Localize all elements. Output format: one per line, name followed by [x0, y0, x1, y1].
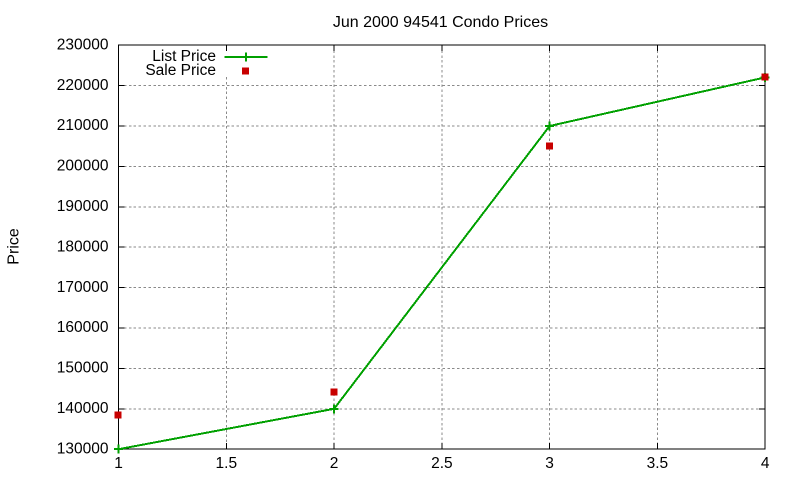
svg-text:200000: 200000 [57, 158, 109, 175]
svg-text:140000: 140000 [57, 400, 109, 417]
svg-text:2: 2 [330, 455, 339, 472]
svg-text:130000: 130000 [57, 440, 109, 457]
svg-text:3: 3 [545, 455, 554, 472]
svg-text:1: 1 [114, 455, 123, 472]
svg-text:4: 4 [761, 455, 770, 472]
svg-text:160000: 160000 [57, 319, 109, 336]
svg-text:170000: 170000 [57, 279, 109, 296]
svg-text:Jun 2000 94541 Condo Prices: Jun 2000 94541 Condo Prices [333, 14, 548, 31]
svg-text:1.5: 1.5 [216, 455, 238, 472]
svg-text:List Price: List Price [152, 48, 216, 65]
svg-text:2.5: 2.5 [431, 455, 453, 472]
svg-text:190000: 190000 [57, 198, 109, 215]
svg-text:Price: Price [6, 228, 23, 265]
svg-text:180000: 180000 [57, 238, 109, 255]
svg-text:Sale Price: Sale Price [145, 62, 216, 79]
svg-text:230000: 230000 [57, 36, 109, 53]
svg-text:150000: 150000 [57, 360, 109, 377]
svg-text:210000: 210000 [57, 117, 109, 134]
svg-text:3.5: 3.5 [647, 455, 669, 472]
svg-text:220000: 220000 [57, 77, 109, 94]
